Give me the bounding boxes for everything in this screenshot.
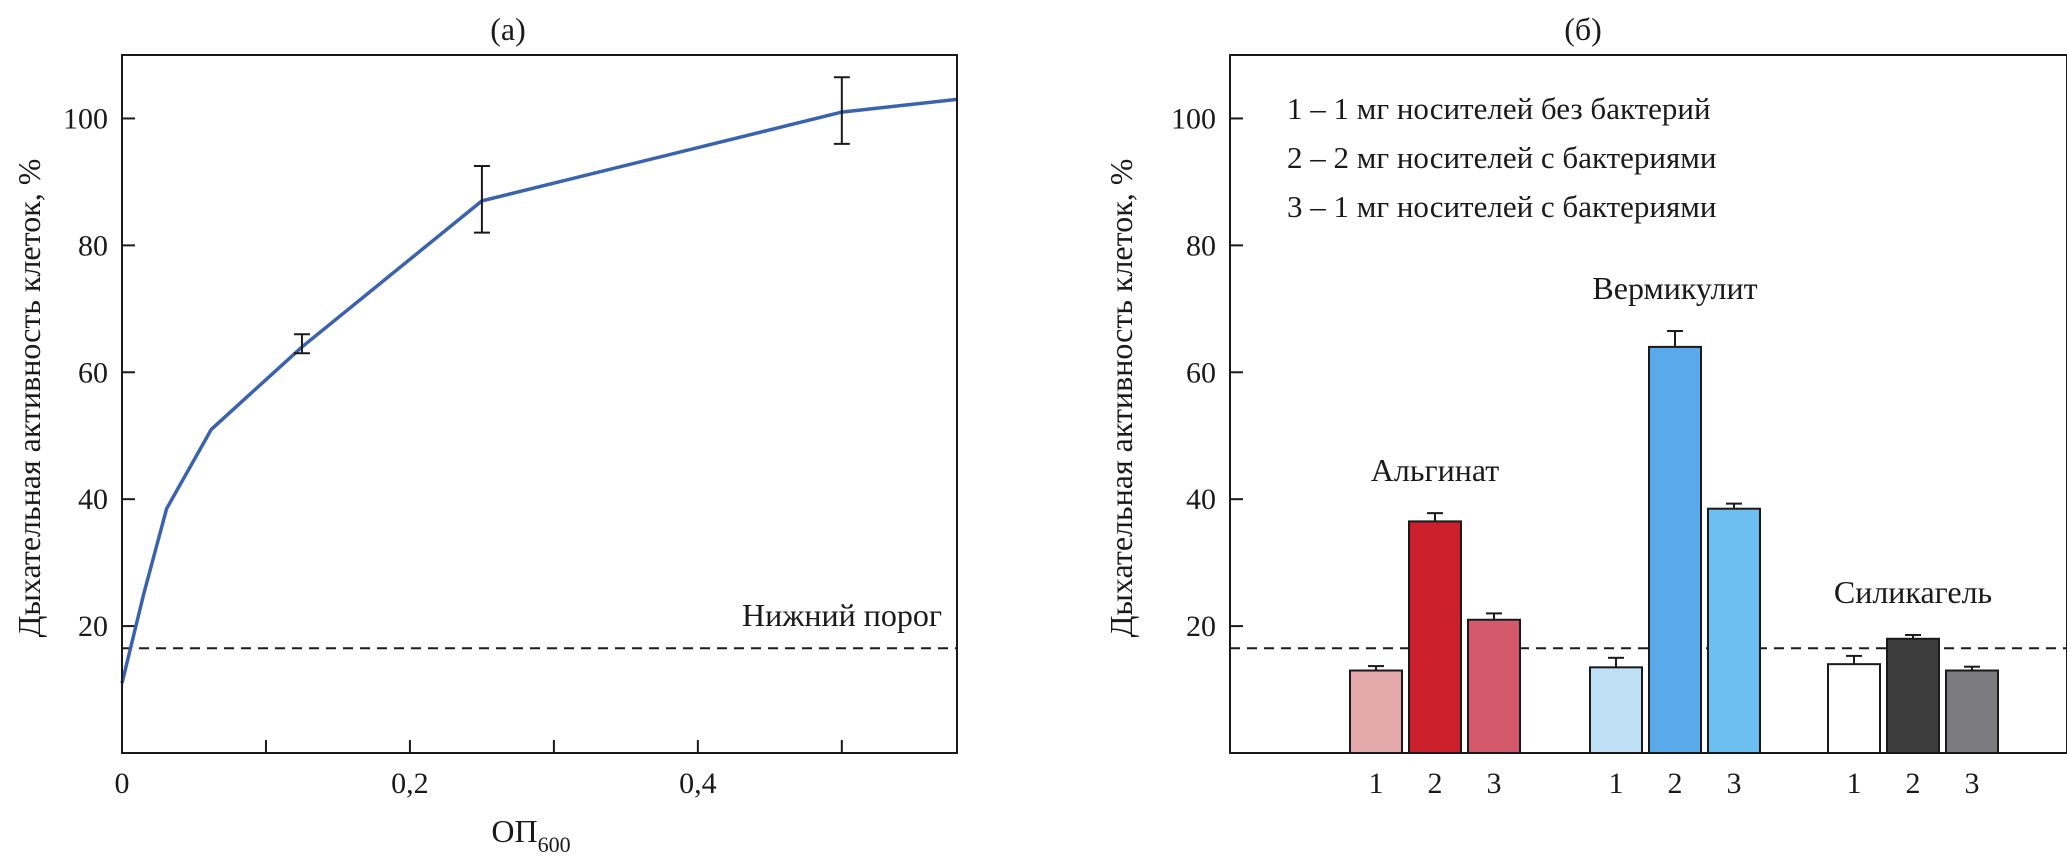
panel-a-series-line: [120, 97, 958, 684]
bar-category-label: 3: [1727, 767, 1742, 800]
bar-group-label: Силикагель: [1834, 574, 1992, 610]
panel-a-error-bars: [293, 76, 850, 355]
bar-group: 1 2 3 Вермикулит: [1589, 270, 1761, 800]
legend-entry-2: 2 – 2 мг носителей с бактериями: [1287, 140, 1716, 175]
bar-category-label: 1: [1609, 767, 1624, 800]
bar: [1707, 507, 1761, 755]
bar: [1589, 666, 1643, 754]
panel-a-y-tick-label: 60: [78, 356, 108, 389]
panel-a-frame: [121, 54, 958, 754]
panel-b-y-tick-label: 80: [1186, 229, 1216, 262]
panel-b-title: (б): [1564, 11, 1602, 47]
panel-a-title: (a): [490, 11, 526, 47]
panel-a-y-tick-label: 100: [63, 102, 108, 135]
panel-b-bars: 1 2 3 Альгинат 1 2 3 Вермикулит 1 2 3 Силикагель: [1349, 270, 1999, 800]
bar: [1827, 663, 1881, 754]
panel-b-legend: 1 – 1 мг носителей без бактерий 2 – 2 мг…: [1287, 91, 1716, 224]
bar: [1349, 669, 1403, 754]
panel-a: (a) Дыхательная активность клеток, % ОП6…: [11, 11, 958, 857]
bar-category-label: 1: [1847, 767, 1862, 800]
panel-b-y-tick-label: 100: [1171, 102, 1216, 135]
bar-group-label: Альгинат: [1371, 452, 1499, 488]
bar-category-label: 1: [1369, 767, 1384, 800]
panel-b-y-axis-title: Дыхательная активность клеток, %: [1103, 159, 1139, 638]
bar-category-label: 3: [1487, 767, 1502, 800]
panel-b: (б) Дыхательная активность клеток, % 20 4…: [1103, 11, 2067, 800]
panel-a-error-bar: [473, 165, 490, 234]
panel-a-x-axis-title-subscript: 600: [538, 832, 571, 857]
panel-a-y-axis-title: Дыхательная активность клеток, %: [11, 159, 47, 638]
panel-b-axes: 20 40 60 80 100: [1171, 102, 1243, 643]
bar-category-label: 2: [1906, 767, 1921, 800]
panel-b-frame: [1229, 54, 2067, 754]
bar: [1886, 637, 1940, 754]
panel-a-y-tick-label: 80: [78, 229, 108, 262]
bar-category-label: 2: [1668, 767, 1683, 800]
panel-a-y-tick-label: 40: [78, 483, 108, 516]
panel-a-threshold-label: Нижний порог: [742, 597, 942, 633]
bar-group: 1 2 3 Альгинат: [1349, 452, 1521, 800]
panel-a-y-tick-label: 20: [78, 610, 108, 643]
panel-a-error-bar: [833, 76, 850, 145]
panel-a-error-bar: [293, 333, 310, 355]
bar-group: 1 2 3 Силикагель: [1827, 574, 1999, 800]
legend-entry-3: 3 – 1 мг носителей с бактериями: [1287, 189, 1716, 224]
panel-a-x-tick-label: 0: [115, 767, 130, 800]
bar: [1467, 618, 1521, 755]
panel-a-x-tick-label: 0,2: [391, 767, 429, 800]
panel-a-x-tick-label: 0,4: [679, 767, 717, 800]
bar-group-label: Вермикулит: [1592, 270, 1757, 306]
bar: [1945, 669, 1999, 754]
panel-b-y-tick-label: 20: [1186, 610, 1216, 643]
panel-b-y-tick-label: 40: [1186, 483, 1216, 516]
bar: [1408, 520, 1462, 755]
legend-entry-1: 1 – 1 мг носителей без бактерий: [1287, 91, 1711, 126]
panel-a-x-axis-title-main: ОП: [491, 813, 537, 849]
panel-a-axes: 20 40 60 80 100 0 0,2 0,4: [63, 102, 843, 800]
panel-a-x-axis-title: ОП600: [491, 813, 570, 857]
bar-category-label: 2: [1428, 767, 1443, 800]
bar: [1648, 345, 1702, 754]
panel-b-y-tick-label: 60: [1186, 356, 1216, 389]
bar-category-label: 3: [1965, 767, 1980, 800]
